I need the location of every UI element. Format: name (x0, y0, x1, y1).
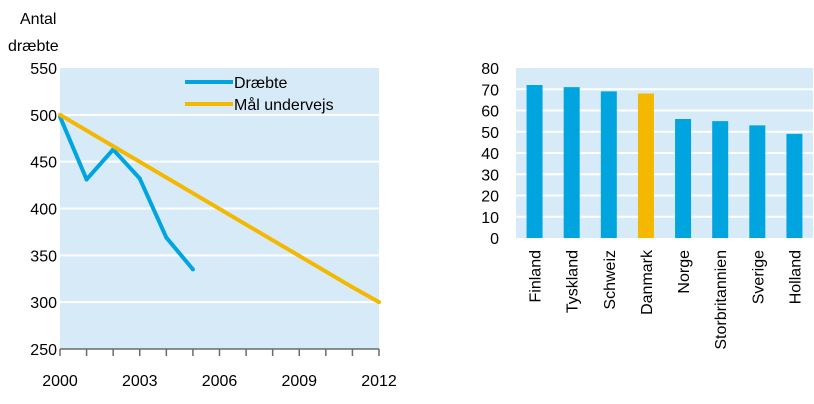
bar-category-label: Norge (676, 250, 693, 294)
bar-category-label: Sverige (750, 250, 767, 304)
line-chart-x-tick-label: 2006 (202, 373, 238, 390)
line-chart-x-tick-label: 2003 (122, 373, 158, 390)
bar-chart-y-tick-label: 30 (481, 167, 499, 184)
line-chart-x-tick-label: 2000 (42, 373, 78, 390)
bar-schweiz (600, 91, 617, 238)
line-chart-y-tick-label: 500 (30, 108, 57, 125)
bar-category-label: Tyskland (565, 250, 582, 313)
line-data-point (58, 112, 62, 117)
bar-chart-y-tick-label: 70 (481, 82, 499, 99)
line-series-draebte (58, 115, 195, 271)
bar-holland (786, 133, 803, 238)
bar-chart-y-tick-label: 40 (481, 146, 499, 163)
line-chart-y-tick-label: 300 (30, 295, 57, 312)
line-chart-y-axis-title-line1: Antal (20, 11, 56, 28)
bar-sverige (749, 125, 766, 238)
line-data-point (377, 300, 381, 305)
bar-tyskland (563, 87, 580, 238)
bar-category-label: Schweiz (602, 250, 619, 310)
bar-chart-y-tick-label: 50 (481, 125, 499, 142)
line-data-point (190, 267, 195, 272)
line-data-point (84, 177, 89, 182)
bar-finland (526, 85, 543, 238)
bar-danmark (637, 93, 654, 238)
bar-chart-y-tick-label: 80 (481, 61, 499, 78)
line-chart-y-tick-label: 250 (30, 342, 57, 359)
line-data-point (137, 176, 142, 181)
bar-category-label: Storbritannien (713, 250, 730, 350)
bar-category-label: Danmark (639, 249, 656, 315)
bar-category-label: Finland (528, 250, 545, 302)
line-chart-y-axis-title-line2: dræbte (8, 38, 59, 55)
legend-label: Dræbte (234, 75, 287, 92)
line-chart-y-tick-label: 550 (30, 61, 57, 78)
legend-label: Mål undervejs (234, 96, 334, 114)
bar-chart-y-tick-label: 60 (481, 104, 499, 121)
bar-storbritannien (712, 121, 729, 238)
bar-norge (675, 119, 692, 238)
line-chart-y-tick-label: 350 (30, 248, 57, 265)
bar-chart-y-tick-label: 0 (490, 231, 499, 248)
line-data-point (164, 235, 169, 240)
line-chart: 250 300 350 400 450 500 550 Antal dræbte 2000 2003… (8, 11, 397, 390)
bar-chart-y-tick-label: 20 (481, 189, 499, 206)
bar-chart: 0 10 20 30 40 50 60 70 80 Finland Tyskland Schweiz D… (481, 61, 813, 350)
line-chart-y-tick-label: 400 (30, 202, 57, 219)
bar-category-label: Holland (787, 250, 804, 304)
line-data-point (350, 285, 355, 290)
line-chart-y-tick-label: 450 (30, 155, 57, 172)
line-chart-x-tick-label: 2009 (281, 373, 317, 390)
bar-chart-y-tick-label: 10 (481, 210, 499, 227)
line-chart-x-tick-label: 2012 (361, 373, 397, 390)
